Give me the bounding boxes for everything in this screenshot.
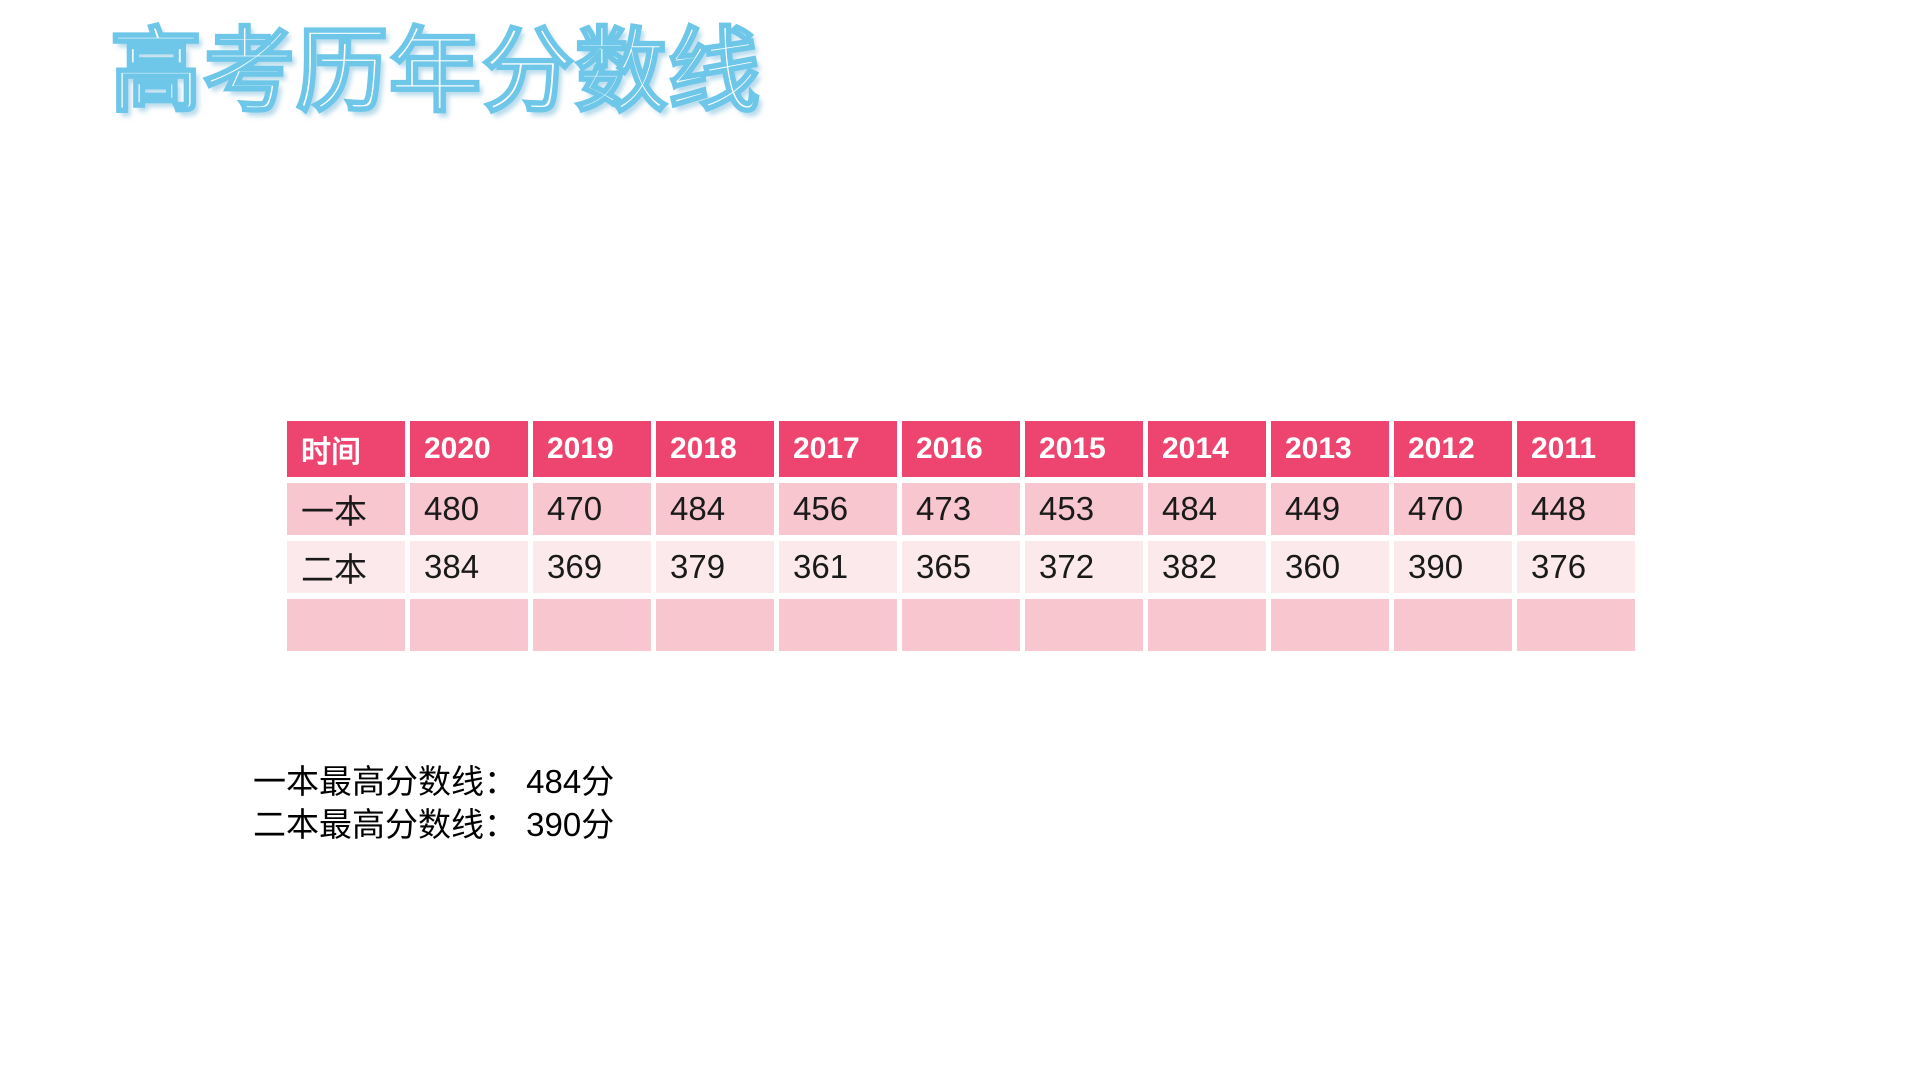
score-cell: 379 xyxy=(656,541,774,593)
score-cell: 376 xyxy=(1517,541,1635,593)
score-cell: 382 xyxy=(1148,541,1266,593)
empty-cell xyxy=(1394,599,1512,651)
score-cell: 448 xyxy=(1517,483,1635,535)
score-cell: 453 xyxy=(1025,483,1143,535)
score-cell: 484 xyxy=(1148,483,1266,535)
header-cell-year-2019: 2019 xyxy=(533,421,651,477)
empty-cell xyxy=(1148,599,1266,651)
score-cell: 390 xyxy=(1394,541,1512,593)
score-cell: 456 xyxy=(779,483,897,535)
table-row-yiben: 一本 480 470 484 456 473 453 484 449 470 4… xyxy=(287,483,1635,535)
summary-block: 一本最高分数线： 484分 二本最高分数线： 390分 xyxy=(253,760,614,846)
empty-cell xyxy=(287,599,405,651)
page-title: 高考历年分数线 xyxy=(109,21,762,123)
score-cell: 484 xyxy=(656,483,774,535)
header-cell-year-2018: 2018 xyxy=(656,421,774,477)
empty-cell xyxy=(902,599,1020,651)
header-cell-year-2020: 2020 xyxy=(410,421,528,477)
score-cell: 384 xyxy=(410,541,528,593)
header-cell-year-2014: 2014 xyxy=(1148,421,1266,477)
table-header-row: 时间 2020 2019 2018 2017 2016 2015 2014 20… xyxy=(287,421,1635,477)
score-cell: 470 xyxy=(1394,483,1512,535)
header-cell-year-2017: 2017 xyxy=(779,421,897,477)
score-cell: 369 xyxy=(533,541,651,593)
score-cell: 365 xyxy=(902,541,1020,593)
header-cell-year-2011: 2011 xyxy=(1517,421,1635,477)
empty-cell xyxy=(410,599,528,651)
score-cell: 480 xyxy=(410,483,528,535)
header-cell-year-2015: 2015 xyxy=(1025,421,1143,477)
table-row-empty xyxy=(287,599,1635,651)
empty-cell xyxy=(656,599,774,651)
header-cell-year-2012: 2012 xyxy=(1394,421,1512,477)
score-cell: 361 xyxy=(779,541,897,593)
header-cell-year-2016: 2016 xyxy=(902,421,1020,477)
score-cell: 473 xyxy=(902,483,1020,535)
header-cell-time: 时间 xyxy=(287,421,405,477)
score-cell: 470 xyxy=(533,483,651,535)
score-cell: 360 xyxy=(1271,541,1389,593)
empty-cell xyxy=(533,599,651,651)
score-cell: 372 xyxy=(1025,541,1143,593)
score-cell: 449 xyxy=(1271,483,1389,535)
empty-cell xyxy=(1271,599,1389,651)
summary-line-1: 一本最高分数线： 484分 xyxy=(253,763,615,800)
header-cell-year-2013: 2013 xyxy=(1271,421,1389,477)
empty-cell xyxy=(1517,599,1635,651)
empty-cell xyxy=(779,599,897,651)
row-label-cell: 一本 xyxy=(287,483,405,535)
summary-line-2: 二本最高分数线： 390分 xyxy=(253,806,615,843)
empty-cell xyxy=(1025,599,1143,651)
row-label-cell: 二本 xyxy=(287,541,405,593)
table-row-erben: 二本 384 369 379 361 365 372 382 360 390 3… xyxy=(287,541,1635,593)
score-table: 时间 2020 2019 2018 2017 2016 2015 2014 20… xyxy=(282,415,1640,657)
